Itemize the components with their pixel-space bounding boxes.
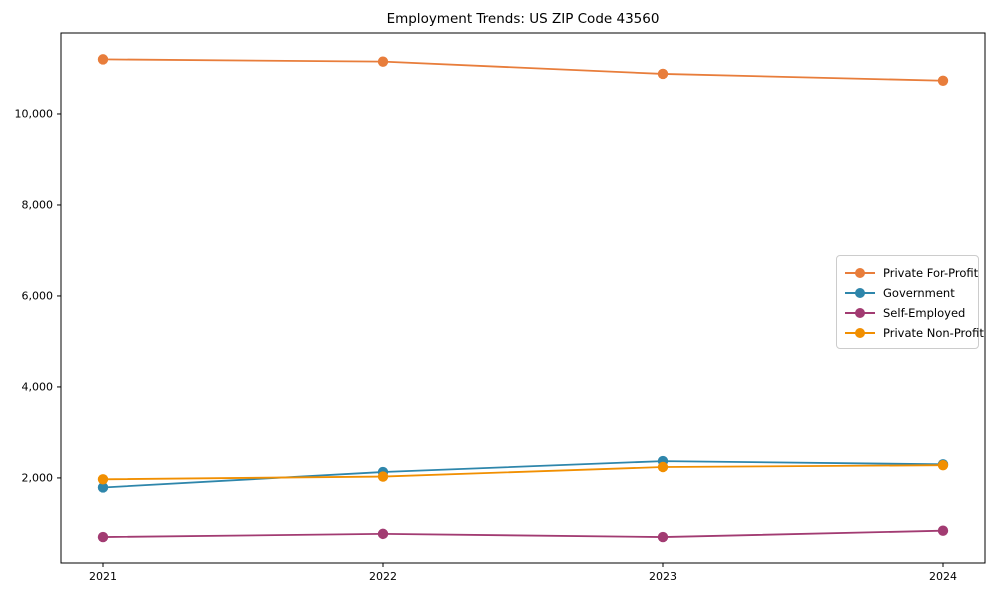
legend-line-marker-icon [845, 327, 875, 338]
x-tick-label: 2021 [89, 570, 117, 583]
legend-item: Private For-Profit [845, 263, 978, 282]
plot-border [60, 32, 986, 564]
data-point [657, 531, 669, 543]
y-tick-label: 4,000 [22, 380, 54, 393]
legend-label: Private Non-Profit [883, 325, 984, 340]
data-point [97, 54, 109, 65]
y-tick-label: 8,000 [22, 198, 54, 211]
data-point [97, 531, 109, 543]
data-point [377, 471, 389, 482]
legend: Private For-Profit Government Self-Employe… [836, 255, 984, 349]
legend-label: Private For-Profit [883, 265, 979, 280]
legend-item: Private Non-Profit [845, 323, 984, 342]
y-tick-label: 2,000 [22, 471, 54, 484]
data-point [937, 525, 949, 536]
legend-label: Self-Employed [883, 305, 966, 320]
line-path-government [102, 460, 944, 489]
x-tick-label: 2023 [649, 570, 677, 583]
data-point [97, 474, 109, 485]
line-path-private-non-profit [102, 464, 944, 481]
line-path-self-employed [102, 529, 944, 538]
data-point [377, 528, 389, 540]
y-tick-label: 10,000 [15, 107, 54, 120]
legend-line-marker-icon [845, 287, 875, 298]
legend-line-marker-icon [845, 267, 875, 278]
data-point [97, 482, 109, 493]
legend-item: Self-Employed [845, 303, 970, 322]
legend-item: Government [845, 283, 970, 302]
legend-line-marker-icon [845, 307, 875, 318]
data-point [937, 459, 949, 471]
data-point [657, 68, 669, 80]
data-point [937, 75, 949, 86]
y-tick-label: 6,000 [22, 289, 54, 302]
x-tick-label: 2024 [929, 570, 957, 583]
chart-title: Employment Trends: US ZIP Code 43560 [386, 11, 660, 27]
legend-label: Government [883, 285, 955, 300]
line-path-private-for-profit [102, 58, 944, 82]
data-point [657, 461, 669, 473]
x-tick-label: 2022 [369, 570, 397, 583]
data-point [377, 56, 389, 67]
